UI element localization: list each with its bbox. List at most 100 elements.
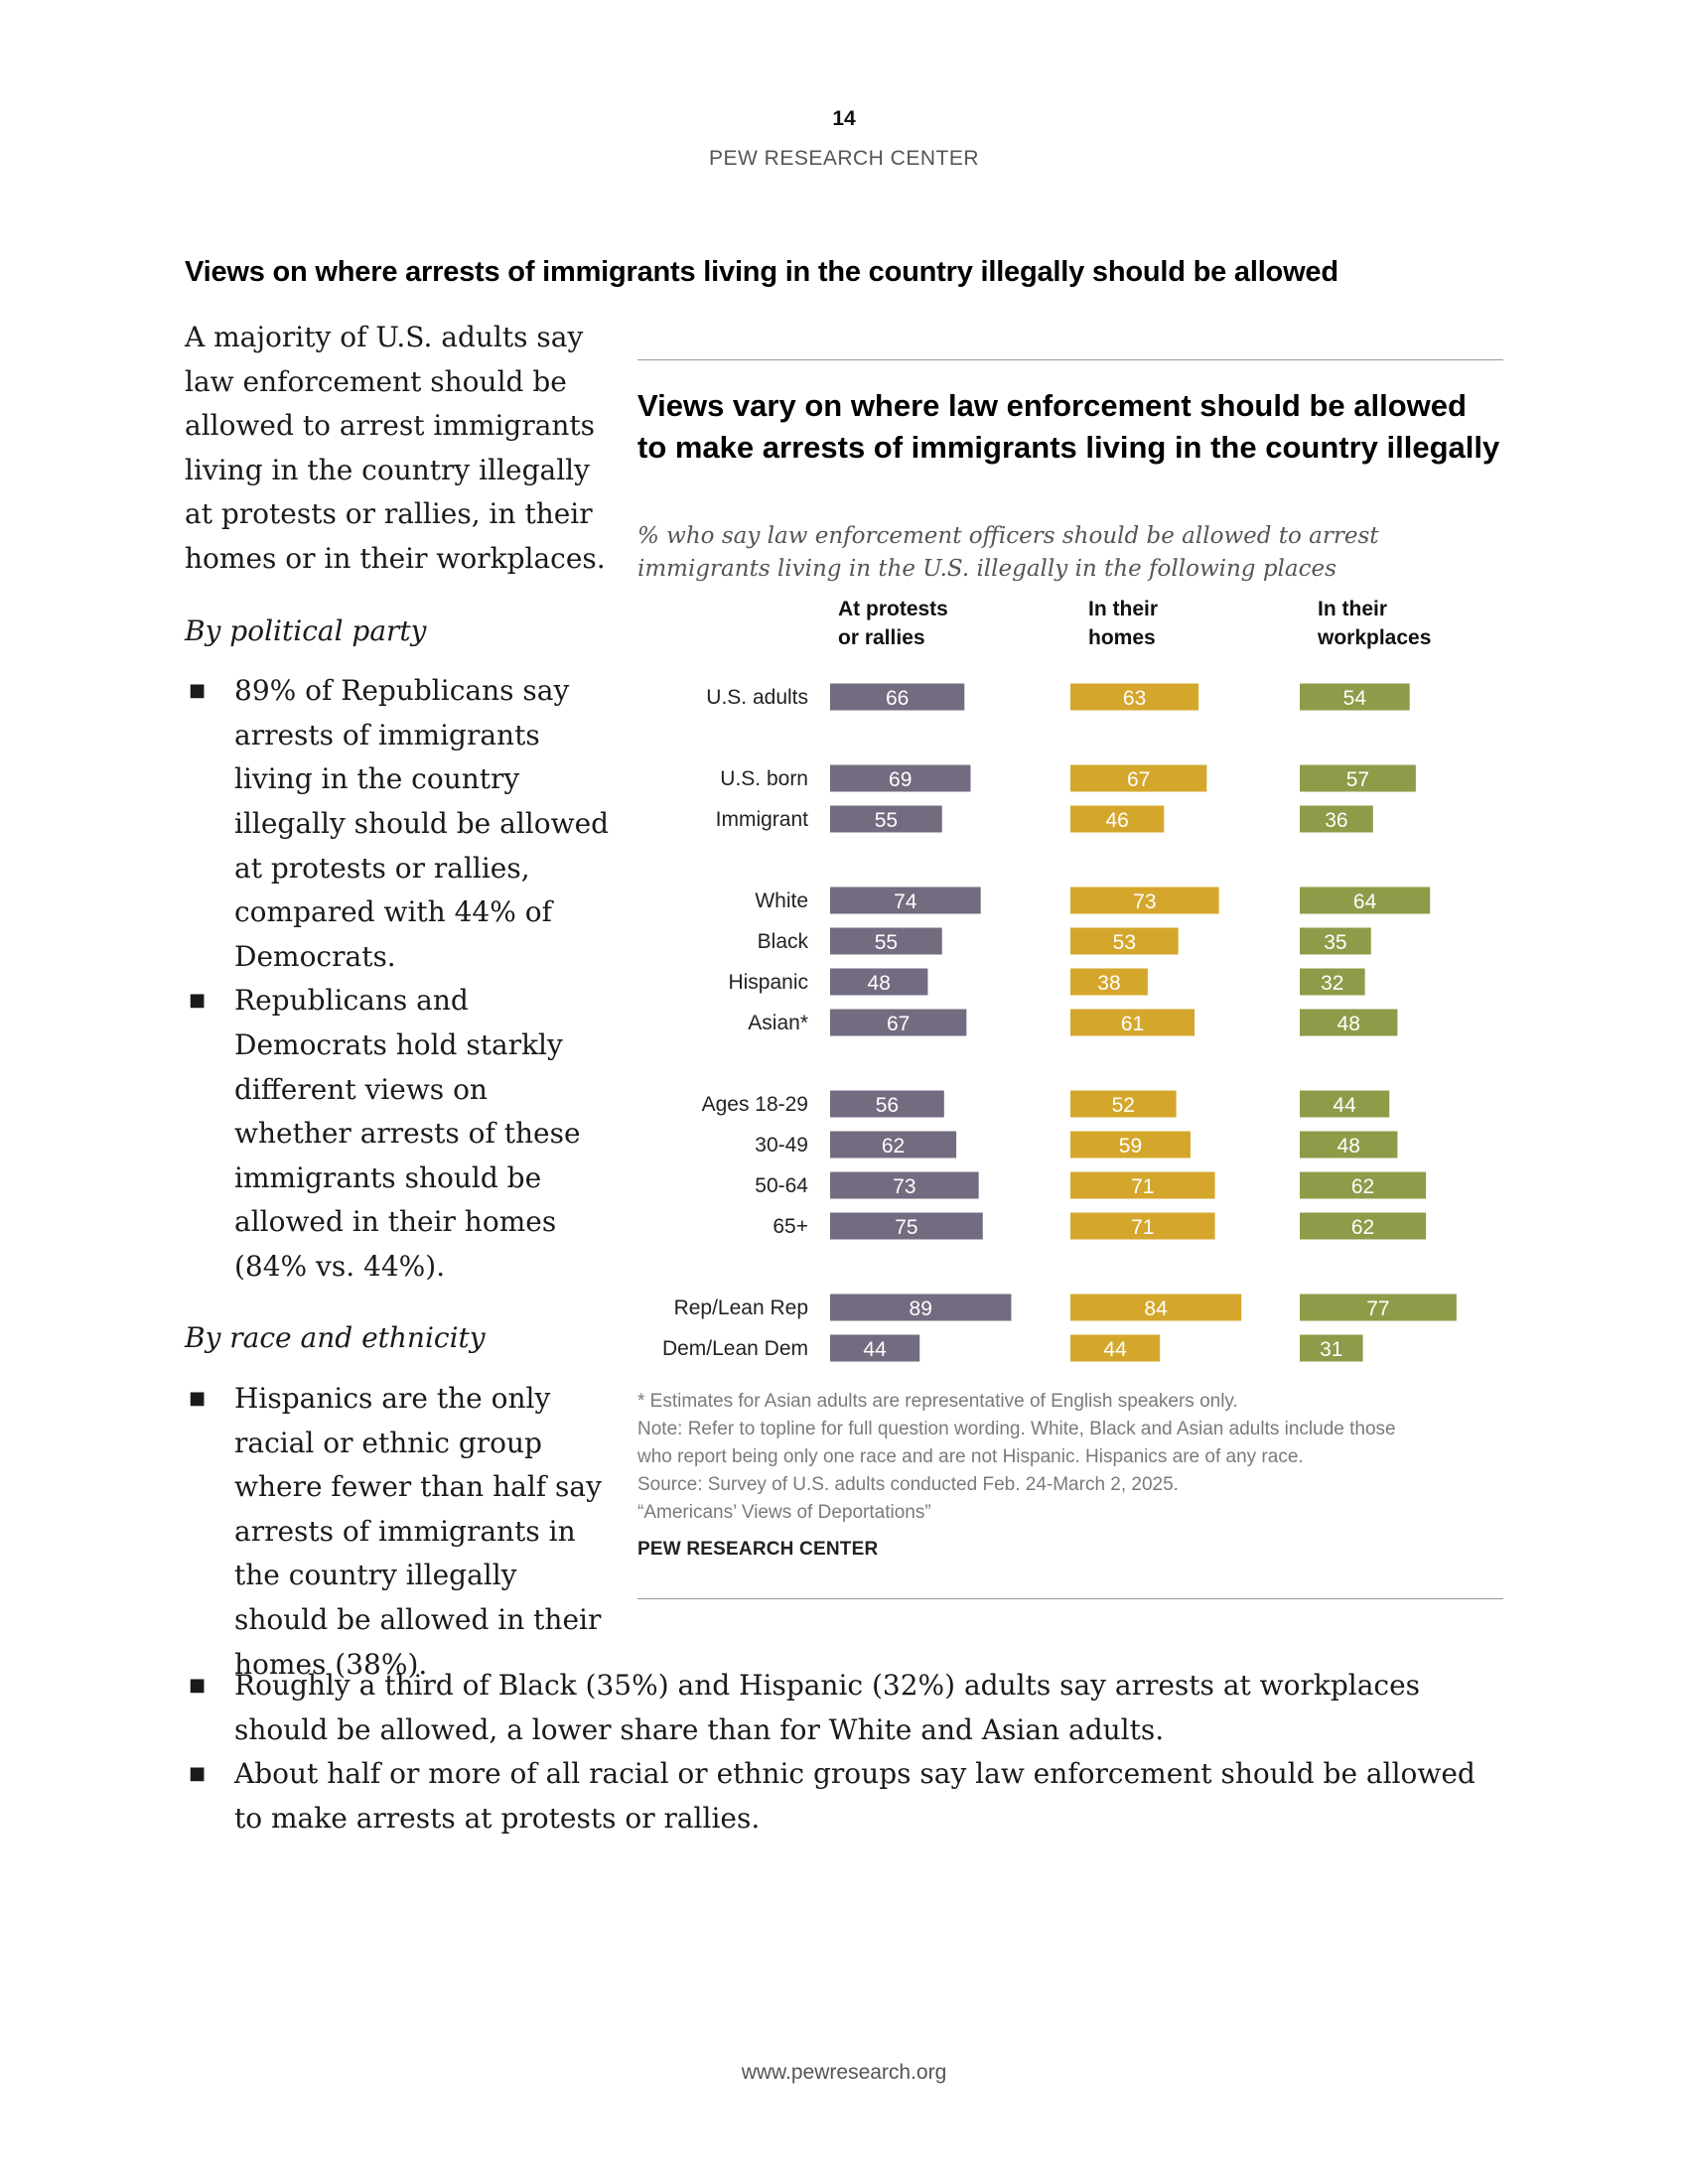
chart-note-line: “Americans’ Views of Deportations” xyxy=(637,1502,931,1523)
bar-value-label: 55 xyxy=(875,809,898,832)
bar xyxy=(830,968,928,996)
bar xyxy=(1070,764,1207,792)
bar xyxy=(1070,1294,1242,1321)
bar xyxy=(1070,1009,1196,1036)
bar-value-label: 64 xyxy=(1353,890,1377,913)
bar xyxy=(1070,1212,1215,1240)
bar xyxy=(1300,1131,1398,1159)
bar-value-label: 44 xyxy=(1103,1338,1127,1361)
bar-value-label: 66 xyxy=(886,687,909,710)
bar-value-label: 48 xyxy=(868,972,891,995)
bar-value-label: 84 xyxy=(1144,1297,1168,1320)
bar xyxy=(1300,1009,1398,1036)
bar xyxy=(1070,1334,1161,1362)
bar xyxy=(830,927,942,955)
bar-value-label: 31 xyxy=(1320,1338,1342,1361)
category-label: 30-49 xyxy=(755,1134,808,1157)
bar-value-label: 71 xyxy=(1131,1175,1154,1198)
bar-value-label: 63 xyxy=(1123,687,1146,710)
party-bullet-list: ■ 89% of Republicans say arrests of immi… xyxy=(185,669,612,1289)
chart-note-line: Source: Survey of U.S. adults conducted … xyxy=(637,1474,1179,1495)
bar xyxy=(830,683,965,711)
category-label: Asian* xyxy=(748,1012,808,1034)
bar-value-label: 56 xyxy=(876,1094,899,1117)
bar-value-label: 61 xyxy=(1121,1013,1144,1035)
bar xyxy=(1300,764,1416,792)
chart-note-line: * Estimates for Asian adults are represe… xyxy=(637,1391,1238,1412)
bar-value-label: 46 xyxy=(1105,809,1128,832)
bar xyxy=(1300,1212,1427,1240)
bar-value-label: 62 xyxy=(1351,1175,1374,1198)
bottom-bullet-list: ■ Roughly a third of Black (35%) and His… xyxy=(185,1664,1505,1841)
category-label: Immigrant xyxy=(716,808,809,831)
category-label: U.S. adults xyxy=(706,686,808,709)
bar xyxy=(1300,1171,1427,1199)
bar-value-label: 69 xyxy=(889,768,912,791)
bullet-square-icon: ■ xyxy=(189,1675,207,1696)
bar-value-label: 59 xyxy=(1119,1135,1142,1158)
chart-title: Views vary on where law enforcement shou… xyxy=(637,388,1500,465)
bar-value-label: 48 xyxy=(1337,1013,1360,1035)
bullet-text: About half or more of all racial or ethn… xyxy=(234,1757,1476,1835)
bar xyxy=(1070,887,1219,914)
bar-value-label: 62 xyxy=(882,1135,905,1158)
category-label: Ages 18-29 xyxy=(702,1093,808,1116)
category-label: Hispanic xyxy=(728,971,808,994)
bullet-text: Republicans and Democrats hold starkly d… xyxy=(234,984,581,1283)
category-label: Black xyxy=(758,930,809,953)
chart-note-line: Note: Refer to topline for full question… xyxy=(637,1419,1396,1439)
bar xyxy=(1300,1294,1457,1321)
chart-panel: Views vary on where law enforcement shou… xyxy=(637,359,1503,1600)
page-number: 14 xyxy=(832,107,856,130)
bullet-text: Roughly a third of Black (35%) and Hispa… xyxy=(234,1669,1421,1746)
bar-value-label: 32 xyxy=(1321,972,1343,995)
bar-value-label: 54 xyxy=(1343,687,1367,710)
bar-value-label: 44 xyxy=(863,1338,887,1361)
bar-value-label: 89 xyxy=(910,1297,932,1320)
bar-value-label: 35 xyxy=(1324,931,1346,954)
bar xyxy=(1070,1171,1215,1199)
bar xyxy=(1300,887,1431,914)
chart-source-org: PEW RESEARCH CENTER xyxy=(637,1539,879,1560)
bar-value-label: 73 xyxy=(1133,890,1156,913)
chart-notes: * Estimates for Asian adults are represe… xyxy=(637,1388,1503,1527)
bar-value-label: 77 xyxy=(1366,1297,1389,1320)
bar xyxy=(1300,968,1365,996)
bar xyxy=(830,1009,967,1036)
page-header-org: PEW RESEARCH CENTER xyxy=(708,147,980,170)
party-subheading: By political party xyxy=(185,614,427,647)
bar-value-label: 53 xyxy=(1113,931,1136,954)
bar xyxy=(1300,683,1410,711)
chart-top-rule xyxy=(637,359,1503,360)
category-label: Rep/Lean Rep xyxy=(674,1297,808,1319)
bar xyxy=(1300,805,1373,833)
bar-value-label: 67 xyxy=(887,1013,910,1035)
race-subheading: By race and ethnicity xyxy=(185,1321,486,1355)
category-label: 65+ xyxy=(773,1215,808,1238)
bullet-item: ■ Republicans and Democrats hold starkly… xyxy=(185,979,612,1289)
bar-value-label: 62 xyxy=(1351,1216,1374,1239)
chart-subtitle: % who say law enforcement officers shoul… xyxy=(637,523,1379,582)
bar xyxy=(1300,927,1371,955)
bar-value-label: 52 xyxy=(1112,1094,1135,1117)
column-header: homes xyxy=(1088,626,1156,649)
category-label: U.S. born xyxy=(720,767,808,790)
footer-url: www.pewresearch.org xyxy=(741,2061,947,2084)
category-label: 50-64 xyxy=(755,1174,808,1197)
race-bullet-list: ■ Hispanics are the only racial or ethni… xyxy=(185,1377,780,1687)
bar-value-label: 67 xyxy=(1127,768,1150,791)
bar-value-label: 38 xyxy=(1097,972,1120,995)
bullet-item: ■ 89% of Republicans say arrests of immi… xyxy=(185,669,612,979)
bullet-square-icon: ■ xyxy=(189,1763,207,1785)
bar xyxy=(830,887,981,914)
bar xyxy=(830,805,942,833)
bar xyxy=(1070,683,1199,711)
bar-value-label: 75 xyxy=(895,1216,917,1239)
bar xyxy=(1070,805,1165,833)
bar xyxy=(1070,927,1179,955)
bar xyxy=(1070,1131,1191,1159)
bar xyxy=(1300,1334,1363,1362)
bullet-item: ■ About half or more of all racial or et… xyxy=(185,1752,1505,1841)
intro-paragraph: A majority of U.S. adults say law enforc… xyxy=(185,321,606,575)
bar xyxy=(1070,968,1148,996)
